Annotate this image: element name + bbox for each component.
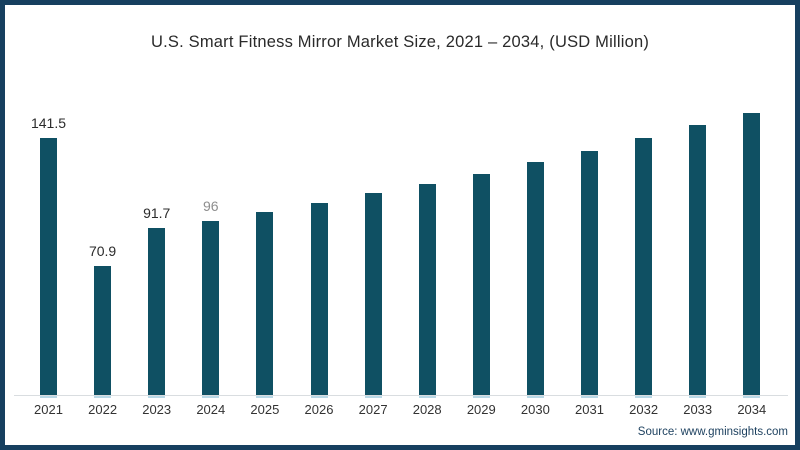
x-tick-2022 [94,396,112,398]
bar-2030 [526,162,544,395]
x-tick-2033 [689,396,707,398]
x-tick-2029 [472,396,490,398]
x-tick-2031 [581,396,598,398]
x-tick-label-2027: 2027 [358,402,388,417]
x-tick-2024 [202,396,220,398]
value-label-2024: 96 [203,198,219,214]
bar-2021 [40,138,57,395]
x-tick-label-2021: 2021 [34,402,63,417]
x-tick-2026 [310,396,328,398]
x-tick-label-2029: 2029 [466,402,496,417]
bar-2024 [202,221,220,395]
bar-2033 [689,125,707,395]
bar-2034 [743,113,761,395]
x-tick-2028 [418,396,436,398]
bar-2025 [256,212,274,395]
value-label-2021: 141.5 [30,115,67,131]
x-tick-2027 [364,396,382,398]
x-tick-label-2030: 2030 [520,402,550,417]
bar-2031 [581,151,598,395]
value-label-2022: 70.9 [88,243,117,259]
bar-2023 [148,228,166,395]
x-tick-label-2023: 2023 [142,402,172,417]
x-tick-2032 [635,396,653,398]
x-tick-2034 [743,396,761,398]
x-axis-line [14,395,788,396]
value-label-2023: 91.7 [143,205,171,221]
x-tick-2021 [40,396,57,398]
x-tick-2030 [526,396,544,398]
x-tick-label-2025: 2025 [250,402,280,417]
x-tick-2023 [148,396,166,398]
x-tick-2025 [256,396,274,398]
x-tick-label-2033: 2033 [683,402,713,417]
x-tick-label-2024: 2024 [196,402,226,417]
bar-2027 [364,193,382,395]
bar-2032 [635,138,653,395]
bar-2022 [94,266,112,395]
bar-2026 [310,203,328,395]
x-tick-label-2022: 2022 [88,402,118,417]
x-tick-label-2034: 2034 [737,402,767,417]
chart-title: U.S. Smart Fitness Mirror Market Size, 2… [150,33,650,51]
x-tick-label-2028: 2028 [412,402,442,417]
bar-2028 [418,184,436,395]
x-tick-label-2026: 2026 [304,402,334,417]
x-tick-label-2031: 2031 [575,402,604,417]
x-tick-label-2032: 2032 [629,402,659,417]
source-attribution: Source: www.gminsights.com [637,426,788,438]
bar-2029 [472,174,490,395]
